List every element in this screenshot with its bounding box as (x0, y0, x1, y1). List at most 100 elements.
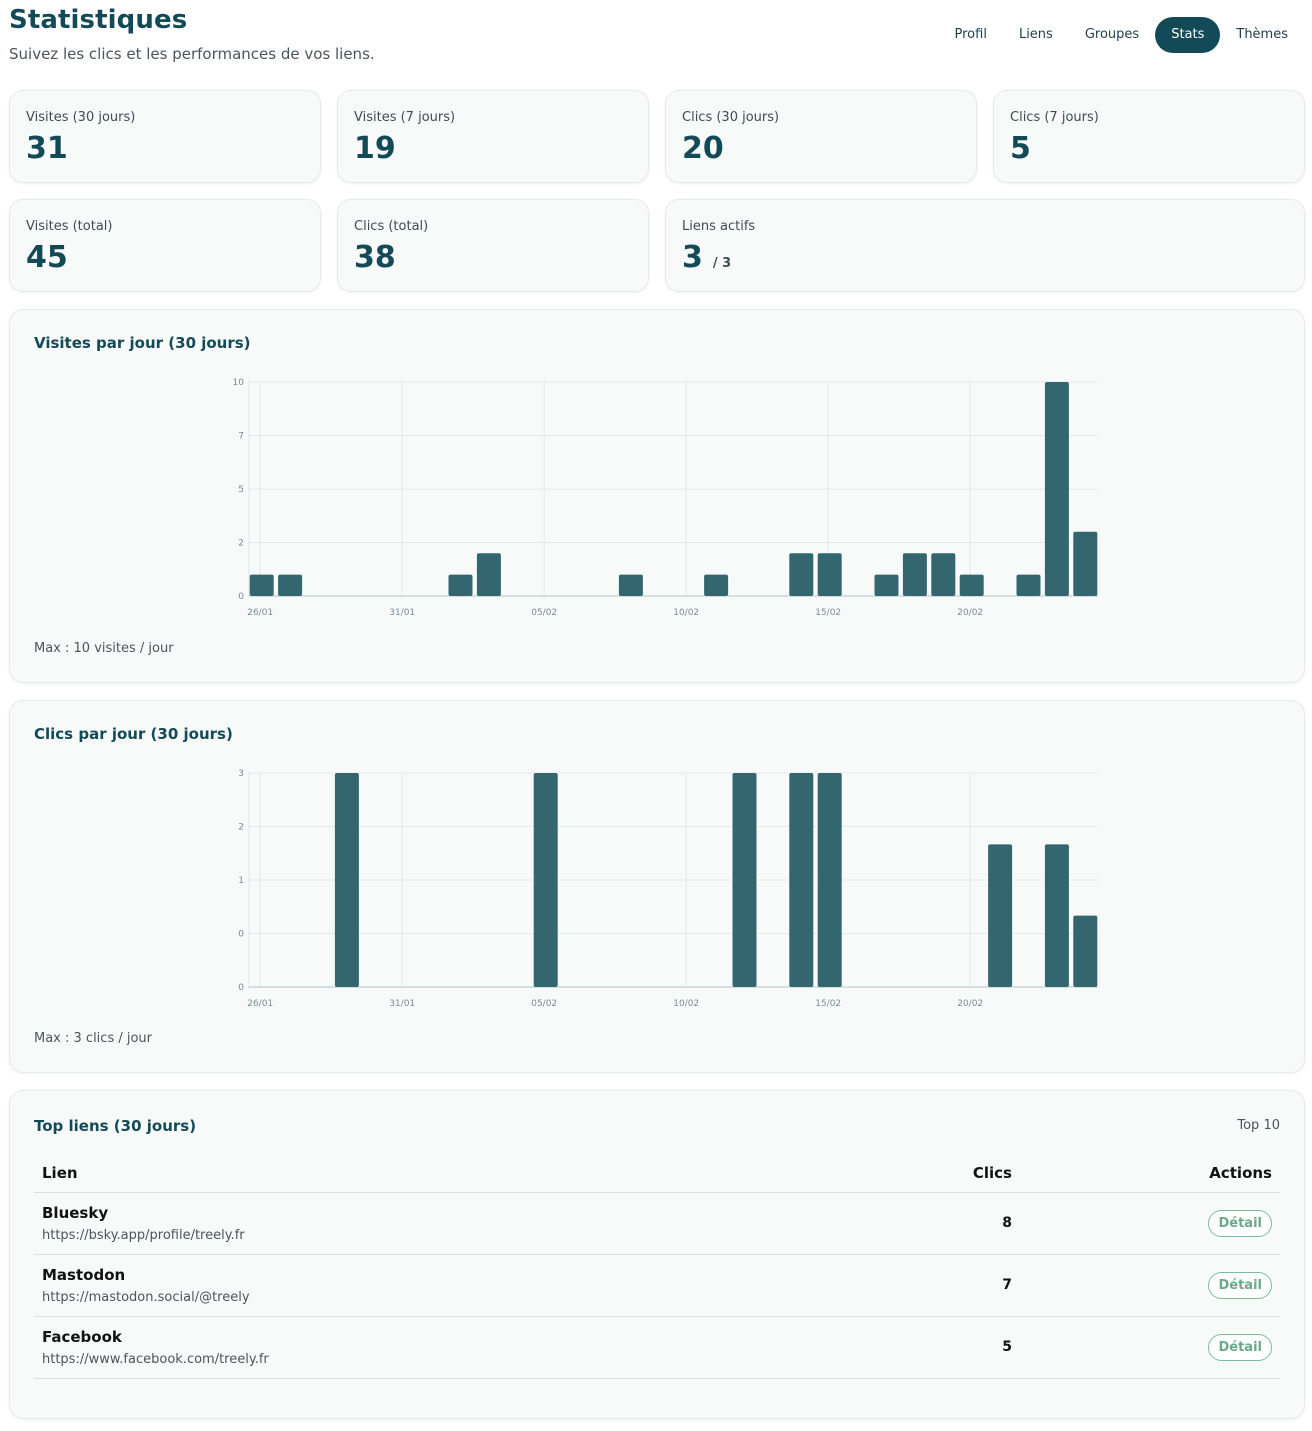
nav-liens[interactable]: Liens (1018, 27, 1053, 42)
top-links-badge: Top 10 (1237, 1118, 1280, 1133)
stat-value: 5 (1010, 131, 1031, 166)
stat-card-visits-30: Visites (30 jours) 31 (9, 90, 321, 183)
clicks-y-tick-label: 0 (238, 983, 244, 993)
visits-bar-24-02 (1073, 531, 1098, 596)
actions-cell: Détail (1020, 1254, 1280, 1317)
stat-label: Visites (30 jours) (26, 110, 136, 125)
visits-bar-02-02 (448, 574, 473, 596)
visits-y-tick-label: 0 (238, 592, 244, 602)
visits-x-tick-label: 10/02 (673, 608, 699, 618)
clicks-bar-12-02 (732, 773, 757, 987)
visits-x-tick-label: 05/02 (531, 608, 557, 618)
nav-themes[interactable]: Thèmes (1236, 27, 1288, 42)
detail-button[interactable]: Détail (1208, 1333, 1272, 1361)
stat-value: 38 (354, 240, 396, 275)
visits-bar-19-02 (931, 553, 956, 596)
visits-y-tick-label: 2 (238, 539, 244, 549)
visits-bar-03-02 (476, 553, 501, 596)
link-url: https://mastodon.social/@treely (42, 1289, 250, 1305)
visits-x-tick-label: 26/01 (247, 608, 273, 618)
nav-profil[interactable]: Profil (954, 27, 987, 42)
link-clicks: 7 (900, 1254, 1020, 1317)
nav-groupes[interactable]: Groupes (1084, 27, 1140, 42)
clicks-x-tick-label: 10/02 (673, 999, 699, 1009)
link-name: Mastodon (42, 1265, 126, 1284)
visits-chart-title: Visites par jour (30 jours) (34, 334, 251, 352)
clicks-x-tick-label: 26/01 (247, 999, 273, 1009)
link-url: https://bsky.app/profile/treely.fr (42, 1227, 245, 1243)
stat-label: Visites (7 jours) (354, 110, 456, 125)
active-links-count: 3 (682, 240, 703, 275)
stat-label: Clics (total) (354, 219, 429, 234)
stat-card-visits-7: Visites (7 jours) 19 (337, 90, 649, 183)
link-clicks: 5 (900, 1316, 1020, 1379)
clicks-y-tick-label: 2 (238, 823, 244, 833)
column-header-link: Lien (34, 1154, 900, 1193)
detail-button[interactable]: Détail (1208, 1271, 1272, 1299)
link-url: https://www.facebook.com/treely.fr (42, 1351, 269, 1367)
link-name: Facebook (42, 1327, 122, 1346)
table-header-row: Lien Clics Actions (34, 1154, 1280, 1193)
clicks-bar-24-02 (1073, 915, 1098, 987)
clicks-max-note: Max : 3 clics / jour (34, 1031, 153, 1046)
stat-value: 45 (26, 240, 68, 275)
clicks-chart-title: Clics par jour (30 jours) (34, 725, 233, 743)
clicks-y-tick-label: 1 (238, 876, 244, 886)
visits-y-tick-label: 10 (233, 378, 245, 388)
link-cell: Facebook https://www.facebook.com/treely… (34, 1316, 900, 1379)
visits-bar-17-02 (874, 574, 899, 596)
detail-button[interactable]: Détail (1208, 1209, 1272, 1237)
visits-chart-panel: Visites par jour (30 jours) 0 2 5 7 10 26/01 3… (9, 309, 1305, 683)
visits-x-tick-label: 15/02 (815, 608, 841, 618)
active-links-total: / 3 (712, 256, 732, 271)
actions-cell: Détail (1020, 1192, 1280, 1255)
visits-max-note: Max : 10 visites / jour (34, 641, 174, 656)
link-cell: Bluesky https://bsky.app/profile/treely.… (34, 1192, 900, 1255)
visits-bar-27-01 (278, 574, 303, 596)
clicks-bar-05-02 (533, 773, 558, 987)
stat-card-clicks-7: Clics (7 jours) 5 (993, 90, 1305, 183)
page-subtitle: Suivez les clics et les performances de … (9, 45, 375, 63)
nav-stats[interactable]: Stats (1155, 17, 1221, 53)
visits-bar-11-02 (704, 574, 729, 596)
stat-label: Clics (7 jours) (1010, 110, 1099, 125)
table-row: Bluesky https://bsky.app/profile/treely.… (34, 1192, 1280, 1255)
visits-bar-08-02 (618, 574, 643, 596)
visits-x-tick-label: 31/01 (389, 608, 415, 618)
top-links-panel: Top liens (30 jours) Top 10 Lien Clics A… (9, 1090, 1305, 1419)
visits-bar-23-02 (1044, 382, 1069, 596)
top-links-title: Top liens (30 jours) (34, 1117, 197, 1135)
link-cell: Mastodon https://mastodon.social/@treely (34, 1254, 900, 1317)
table-row: Facebook https://www.facebook.com/treely… (34, 1316, 1280, 1379)
clicks-x-tick-label: 31/01 (389, 999, 415, 1009)
actions-cell: Détail (1020, 1316, 1280, 1379)
clicks-bar-21-02 (988, 844, 1013, 987)
visits-bar-chart: 0 2 5 7 10 26/01 31/01 05/02 10/02 15/02 20/02 (233, 378, 1098, 618)
stat-value: 19 (354, 131, 396, 166)
top-nav: Profil Liens Groupes Stats Thèmes (939, 17, 1304, 53)
column-header-actions: Actions (1020, 1154, 1280, 1193)
clicks-bar-chart: 0 0 1 2 3 26/01 31/01 05/02 10/02 15/02 20/02 (238, 769, 1098, 1009)
column-header-clicks: Clics (900, 1154, 1020, 1193)
stat-value: 3 / 3 (682, 240, 731, 275)
clicks-bar-14-02 (789, 773, 814, 987)
clicks-bar-23-02 (1044, 844, 1069, 987)
table-row: Mastodon https://mastodon.social/@treely… (34, 1254, 1280, 1317)
visits-bar-15-02 (817, 553, 842, 596)
visits-bar-26-01 (249, 574, 274, 596)
visits-bar-18-02 (902, 553, 927, 596)
visits-bar-22-02 (1016, 574, 1041, 596)
stat-card-clicks-total: Clics (total) 38 (337, 199, 649, 292)
visits-bar-20-02 (959, 574, 984, 596)
clicks-x-tick-label: 05/02 (531, 999, 557, 1009)
clicks-y-tick-label: 3 (238, 769, 244, 779)
stat-label: Liens actifs (682, 219, 756, 234)
stat-card-active-links: Liens actifs 3 / 3 (665, 199, 1305, 292)
link-clicks: 8 (900, 1192, 1020, 1255)
link-name: Bluesky (42, 1203, 109, 1222)
clicks-bar-15-02 (817, 773, 842, 987)
clicks-y-tick-label: 0 (238, 930, 244, 940)
stat-card-clicks-30: Clics (30 jours) 20 (665, 90, 977, 183)
visits-x-tick-label: 20/02 (957, 608, 983, 618)
